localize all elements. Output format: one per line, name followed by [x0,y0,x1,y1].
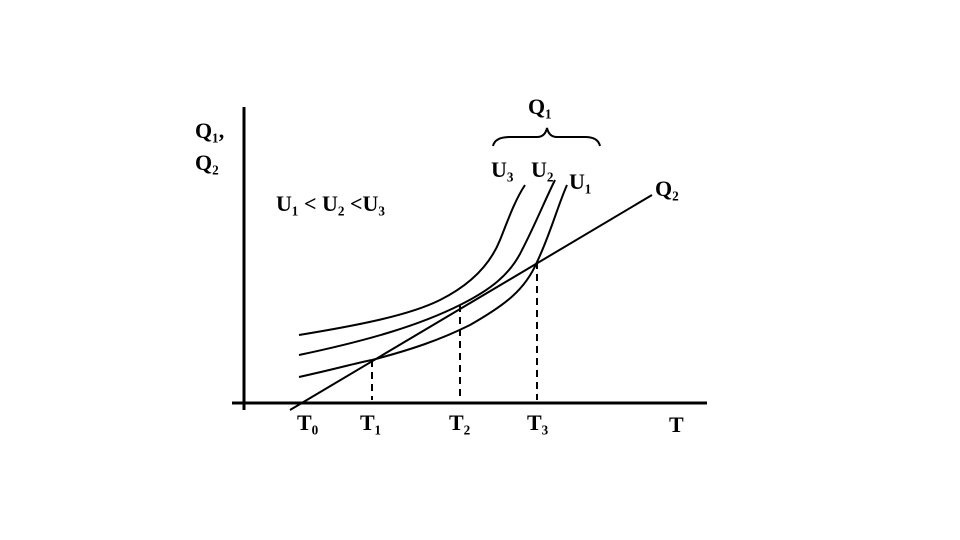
y-label: Q₁, [195,118,224,143]
curve-label: U₁ [569,169,591,194]
x-tick-label: T₁ [360,410,381,435]
condition: U₁ < U₂ <U₃ [276,191,385,216]
q2-line [289,194,653,411]
curve-u2 [298,179,556,356]
curve-u3 [298,184,526,336]
brace [492,127,601,147]
y-label: Q₂ [195,150,219,175]
curve-label: U₃ [491,157,514,182]
curve-label: U₂ [531,157,554,182]
curve-u1 [298,184,568,378]
x-tick-label: T₂ [449,410,471,435]
x-label: T [669,412,684,437]
line-label: Q₂ [655,176,679,201]
x-tick-label: T₃ [527,410,549,435]
x-tick-label: T₀ [297,410,319,435]
brace-label: Q₁ [528,94,552,119]
